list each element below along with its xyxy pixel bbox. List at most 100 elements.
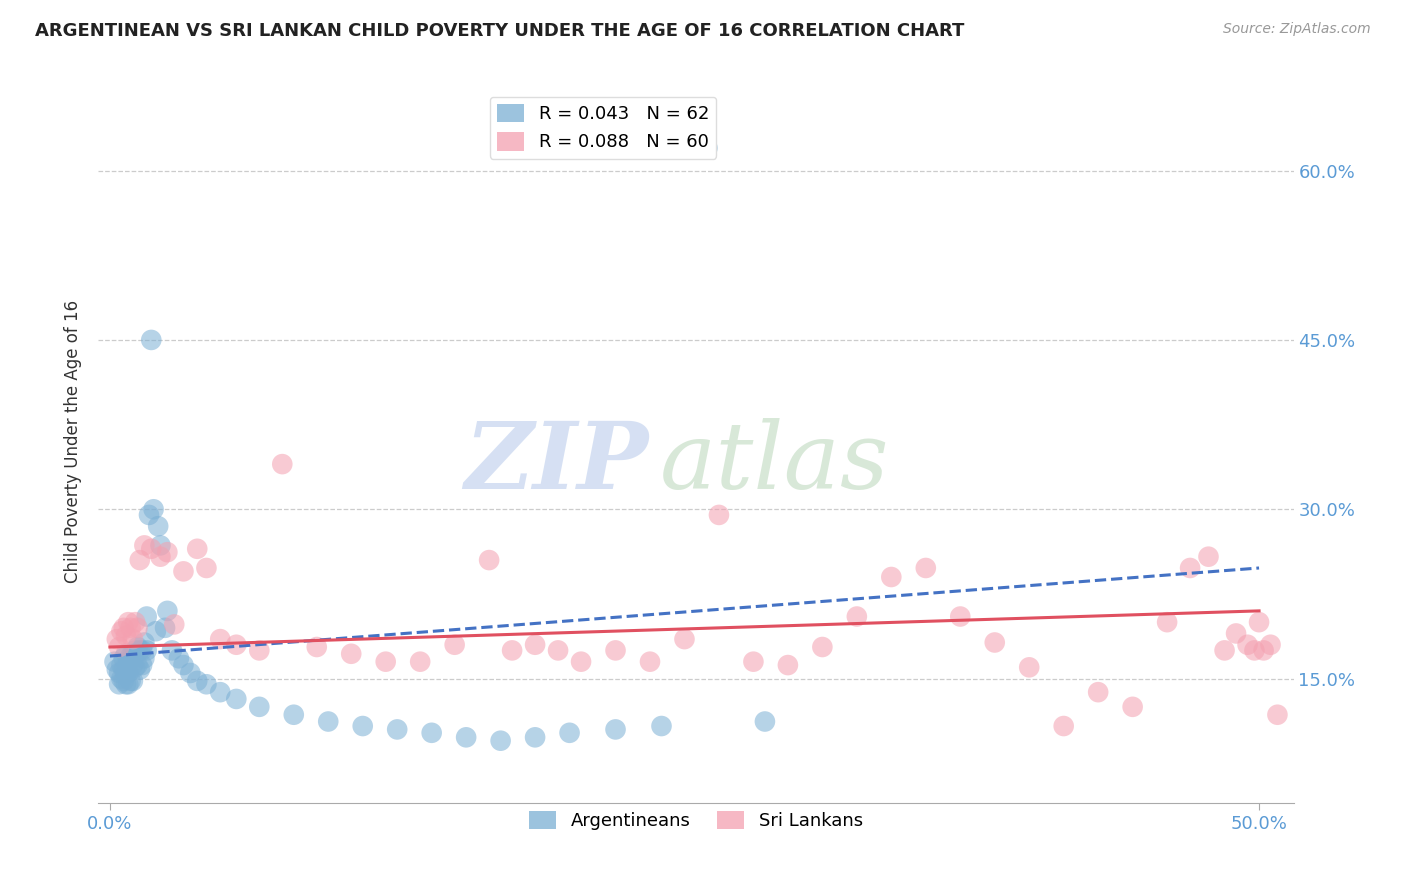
Point	[1087, 685, 1109, 699]
Point	[880, 570, 903, 584]
Point	[1253, 643, 1275, 657]
Point	[186, 673, 208, 688]
Point	[489, 733, 512, 747]
Point	[134, 538, 156, 552]
Point	[141, 541, 163, 556]
Point	[1178, 561, 1201, 575]
Point	[156, 604, 179, 618]
Point	[456, 731, 478, 745]
Point	[122, 647, 145, 661]
Point	[1236, 638, 1258, 652]
Point	[195, 677, 218, 691]
Point	[569, 655, 592, 669]
Point	[1018, 660, 1040, 674]
Point	[984, 635, 1007, 649]
Point	[117, 655, 139, 669]
Point	[149, 538, 172, 552]
Point	[1213, 643, 1236, 657]
Point	[128, 643, 150, 657]
Point	[195, 561, 218, 575]
Point	[108, 677, 131, 691]
Point	[605, 643, 627, 657]
Text: ZIP: ZIP	[464, 418, 648, 508]
Point	[134, 651, 156, 665]
Point	[247, 699, 270, 714]
Point	[156, 545, 179, 559]
Point	[352, 719, 374, 733]
Point	[271, 457, 294, 471]
Point	[247, 643, 270, 657]
Point	[110, 658, 132, 673]
Point	[638, 655, 661, 669]
Text: atlas: atlas	[661, 418, 890, 508]
Point	[163, 617, 186, 632]
Point	[1247, 615, 1270, 630]
Point	[108, 665, 131, 680]
Point	[524, 638, 547, 652]
Point	[120, 648, 142, 663]
Point	[115, 629, 138, 643]
Point	[138, 508, 160, 522]
Legend: Argentineans, Sri Lankans: Argentineans, Sri Lankans	[522, 804, 870, 837]
Point	[148, 519, 170, 533]
Point	[122, 673, 145, 688]
Point	[558, 726, 581, 740]
Point	[172, 565, 194, 579]
Point	[420, 726, 443, 740]
Point	[127, 658, 149, 673]
Point	[409, 655, 432, 669]
Y-axis label: Child Poverty Under the Age of 16: Child Poverty Under the Age of 16	[65, 300, 83, 583]
Point	[122, 632, 145, 646]
Point	[501, 643, 523, 657]
Point	[172, 658, 194, 673]
Point	[1053, 719, 1076, 733]
Point	[117, 677, 139, 691]
Point	[135, 609, 157, 624]
Point	[112, 651, 135, 665]
Point	[305, 640, 328, 654]
Point	[108, 640, 131, 654]
Point	[167, 651, 190, 665]
Point	[127, 621, 149, 635]
Point	[1122, 699, 1144, 714]
Point	[115, 647, 138, 661]
Point	[105, 632, 128, 646]
Point	[124, 660, 146, 674]
Point	[340, 647, 363, 661]
Point	[1225, 626, 1247, 640]
Point	[124, 615, 146, 630]
Point	[811, 640, 834, 654]
Point	[112, 663, 135, 677]
Point	[225, 692, 247, 706]
Point	[1198, 549, 1220, 564]
Point	[117, 665, 139, 680]
Point	[209, 685, 232, 699]
Point	[117, 615, 139, 630]
Point	[153, 621, 176, 635]
Point	[316, 714, 339, 729]
Point	[845, 609, 868, 624]
Point	[120, 673, 142, 688]
Point	[131, 643, 153, 657]
Point	[754, 714, 776, 729]
Point	[673, 632, 696, 646]
Point	[949, 609, 972, 624]
Point	[115, 665, 138, 680]
Point	[385, 723, 409, 737]
Point	[145, 624, 167, 639]
Point	[776, 658, 799, 673]
Point	[135, 643, 157, 657]
Point	[131, 658, 153, 673]
Point	[112, 621, 135, 635]
Point	[524, 731, 547, 745]
Point	[225, 638, 247, 652]
Point	[1156, 615, 1178, 630]
Point	[115, 677, 138, 691]
Point	[179, 665, 201, 680]
Text: ARGENTINEAN VS SRI LANKAN CHILD POVERTY UNDER THE AGE OF 16 CORRELATION CHART: ARGENTINEAN VS SRI LANKAN CHILD POVERTY …	[35, 22, 965, 40]
Point	[650, 719, 672, 733]
Point	[186, 541, 208, 556]
Point	[283, 707, 305, 722]
Point	[547, 643, 569, 657]
Point	[696, 141, 718, 155]
